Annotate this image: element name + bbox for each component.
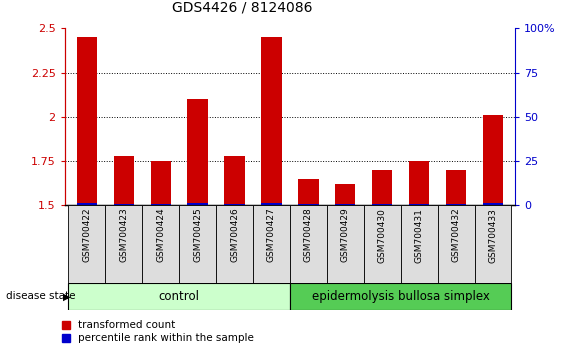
Bar — [105, 205, 142, 283]
Bar — [437, 205, 475, 283]
Text: GSM700426: GSM700426 — [230, 208, 239, 262]
Text: GSM700432: GSM700432 — [452, 208, 461, 262]
Bar — [335, 204, 355, 205]
Text: GSM700424: GSM700424 — [156, 208, 165, 262]
Bar — [475, 205, 511, 283]
Bar — [483, 202, 503, 205]
Bar — [225, 156, 245, 205]
Bar — [335, 184, 355, 205]
Bar — [298, 179, 319, 205]
Legend: transformed count, percentile rank within the sample: transformed count, percentile rank withi… — [61, 320, 254, 343]
Text: GSM700433: GSM700433 — [489, 208, 498, 263]
Bar — [77, 202, 97, 205]
Bar — [401, 205, 437, 283]
Bar — [364, 205, 401, 283]
Bar — [69, 283, 290, 310]
Bar — [142, 205, 179, 283]
Bar — [114, 156, 134, 205]
Text: GSM700425: GSM700425 — [193, 208, 202, 262]
Bar — [483, 115, 503, 205]
Bar — [261, 37, 282, 205]
Bar — [216, 205, 253, 283]
Bar — [253, 205, 290, 283]
Bar — [290, 283, 511, 310]
Bar — [187, 203, 208, 205]
Text: control: control — [159, 290, 200, 303]
Text: GDS4426 / 8124086: GDS4426 / 8124086 — [172, 0, 312, 14]
Text: GSM700428: GSM700428 — [304, 208, 313, 262]
Bar — [261, 203, 282, 205]
Text: epidermolysis bullosa simplex: epidermolysis bullosa simplex — [312, 290, 490, 303]
Text: GSM700423: GSM700423 — [119, 208, 128, 262]
Bar — [69, 205, 105, 283]
Bar — [409, 161, 430, 205]
Text: GSM700430: GSM700430 — [378, 208, 387, 263]
Text: GSM700429: GSM700429 — [341, 208, 350, 262]
Bar — [446, 170, 466, 205]
Bar — [77, 37, 97, 205]
Bar — [187, 99, 208, 205]
Bar — [327, 205, 364, 283]
Text: disease state: disease state — [6, 291, 75, 302]
Bar — [179, 205, 216, 283]
Bar — [372, 170, 392, 205]
Text: ▶: ▶ — [62, 291, 70, 302]
Bar — [150, 161, 171, 205]
Bar — [290, 205, 327, 283]
Text: GSM700427: GSM700427 — [267, 208, 276, 262]
Text: GSM700422: GSM700422 — [82, 208, 91, 262]
Text: GSM700431: GSM700431 — [415, 208, 424, 263]
